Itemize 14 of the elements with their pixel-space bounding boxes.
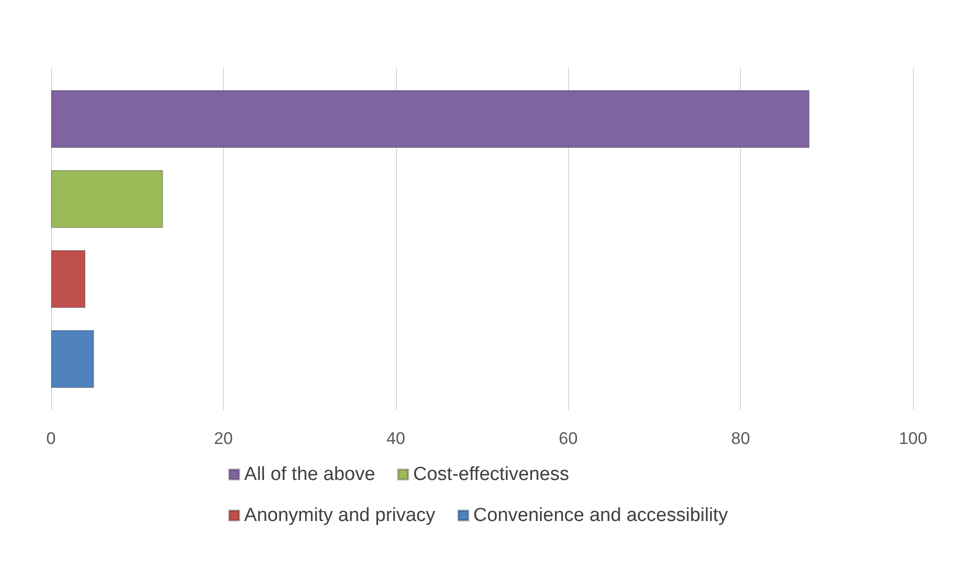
bar <box>51 330 94 388</box>
bar <box>51 170 164 228</box>
x-tick-label: 100 <box>898 429 928 448</box>
bar <box>51 250 86 308</box>
legend-label: Anonymity and privacy <box>244 505 436 526</box>
legend-label: Convenience and accessibility <box>473 505 728 526</box>
x-tick-label: 40 <box>386 429 406 448</box>
legend-label: Cost-effectiveness <box>413 464 570 485</box>
x-tick-label: 20 <box>214 429 233 448</box>
bar <box>51 90 810 148</box>
legend-label: All of the above <box>244 464 376 485</box>
x-tick-label: 60 <box>558 429 578 448</box>
x-tick-label: 0 <box>46 429 56 448</box>
x-tick-label: 80 <box>731 429 750 448</box>
